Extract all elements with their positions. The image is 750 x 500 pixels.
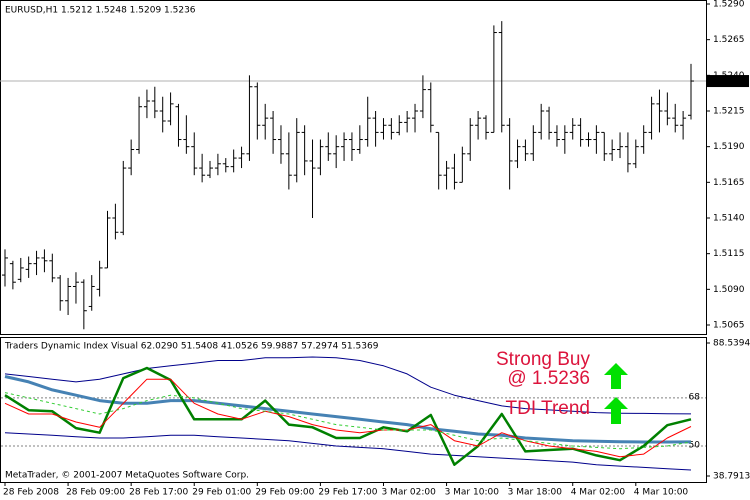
last-price-label: 1.5236 [713,77,745,87]
x-tick-label: 29 Feb 09:00 [255,488,314,498]
x-tick-label: 28 Feb 09:00 [66,488,125,498]
level-label: 50 [689,441,701,451]
x-tick-label: 29 Feb 17:00 [318,488,377,498]
y-tick-label: 1.5265 [713,35,745,45]
indicator-line [4,378,692,458]
y-tick-label: 88.5394 [713,339,750,349]
annotation: Strong Buy [496,349,590,370]
indicator-line [4,432,692,471]
y-tick-label: 1.5290 [713,0,745,10]
indicator-pane [0,337,707,483]
annotation: @ 1.5236 [507,368,590,389]
indicator-title: Traders Dynamic Index Visual 62.0290 51.… [4,342,379,352]
x-tick-label: 28 Feb 2008 [3,488,59,498]
price-pane [0,0,707,335]
chart-title: EURUSD,H1 1.5212 1.5248 1.5209 1.5236 [5,6,196,16]
up-arrow [604,363,628,389]
y-tick-label: 1.5090 [713,285,745,295]
x-tick-label: 4 Mar 10:00 [634,488,689,498]
last-price-box [707,75,749,88]
x-tick-label: 4 Mar 02:00 [571,488,626,498]
level-label: 68 [689,392,701,402]
x-tick-label: 3 Mar 10:00 [445,488,500,498]
x-tick-label: 29 Feb 01:00 [192,488,251,498]
indicator-line [4,366,692,466]
y-tick-label: 1.5190 [713,142,745,152]
y-tick-label: 1.5140 [713,214,745,224]
y-tick-label: 1.5215 [713,107,745,117]
copyright: MetaTrader, © 2001-2007 MetaQuotes Softw… [5,471,249,481]
y-tick-label: 1.5115 [713,249,745,259]
x-tick-label: 3 Mar 18:00 [508,488,563,498]
y-tick-label: 1.5065 [713,321,745,331]
x-tick-label: 28 Feb 17:00 [129,488,188,498]
y-tick-label: 1.5165 [713,178,745,188]
up-arrow [604,397,628,424]
indicator-line [4,356,692,415]
annotation: TDI Trend [506,398,590,419]
indicator-line [4,392,692,450]
y-tick-label: 38.7913 [713,472,750,482]
indicator-line [4,375,692,444]
x-tick-label: 3 Mar 02:00 [381,488,436,498]
